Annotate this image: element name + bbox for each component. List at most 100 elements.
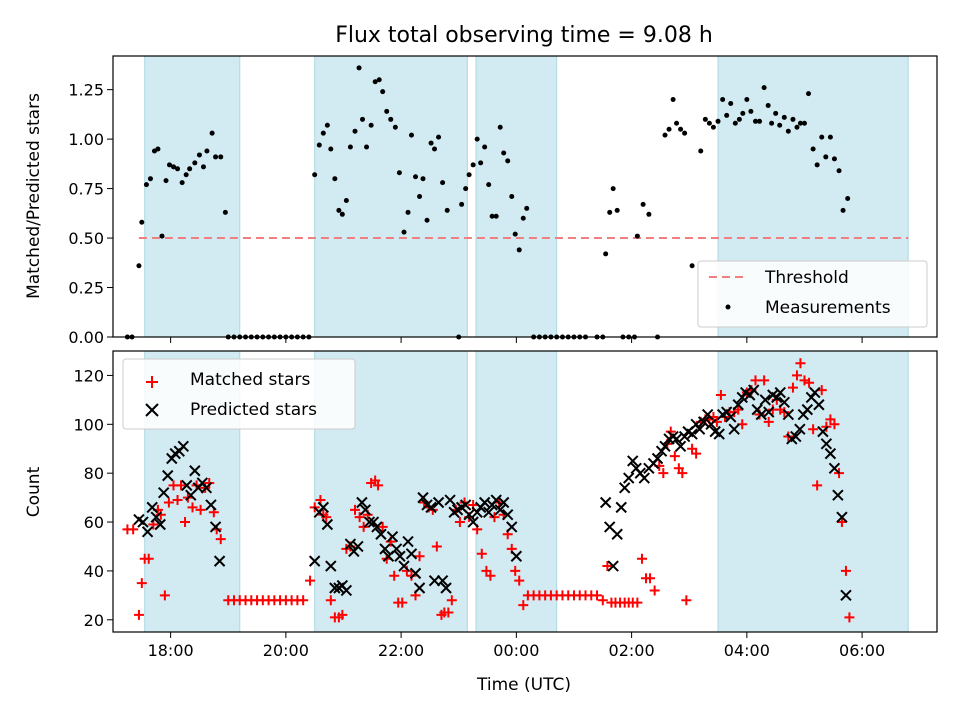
predicted-star-point bbox=[340, 584, 353, 597]
measurement-point bbox=[806, 91, 812, 97]
measurement-point bbox=[392, 124, 398, 130]
measurement-point bbox=[417, 194, 423, 199]
matched-star-point bbox=[763, 416, 774, 427]
predicted-star-point bbox=[693, 423, 706, 435]
matched-star-point bbox=[669, 451, 680, 462]
matched-star-point bbox=[514, 575, 525, 586]
measurement-point bbox=[179, 180, 185, 186]
measurement-point bbox=[682, 130, 688, 136]
measurement-point bbox=[797, 120, 803, 126]
top-shaded-interval bbox=[475, 55, 558, 338]
matched-star-point bbox=[691, 448, 702, 459]
matched-star-point bbox=[172, 495, 183, 506]
bottom-y-tick-label: 20 bbox=[84, 611, 104, 630]
matched-star-point bbox=[195, 504, 206, 515]
predicted-star-point bbox=[713, 428, 725, 440]
predicted-star-point bbox=[655, 445, 668, 457]
matched-star-point bbox=[804, 377, 815, 388]
predicted-star-point bbox=[371, 521, 383, 533]
predicted-star-point bbox=[690, 418, 702, 431]
legend-predicted-label: Predicted stars bbox=[190, 400, 317, 420]
measurement-point bbox=[376, 77, 382, 83]
matched-star-point bbox=[133, 609, 144, 620]
matched-star-point bbox=[518, 600, 529, 611]
measurement-point bbox=[736, 116, 742, 122]
measurement-point bbox=[204, 148, 210, 154]
bottom-x-tick-label: 00:00 bbox=[493, 641, 539, 660]
matched-star-point bbox=[143, 553, 154, 564]
matched-star-point bbox=[406, 570, 417, 581]
measurement-point bbox=[640, 201, 646, 207]
matched-star-point bbox=[337, 609, 348, 620]
predicted-star-point bbox=[778, 396, 791, 409]
measurement-point bbox=[781, 114, 787, 120]
measurement-point bbox=[489, 213, 495, 219]
matched-star-point bbox=[446, 595, 457, 606]
measurement-point bbox=[413, 174, 419, 180]
matched-star-point bbox=[636, 553, 647, 564]
predicted-star-point bbox=[308, 555, 321, 567]
measurement-point bbox=[646, 211, 652, 217]
measurement-point bbox=[380, 89, 386, 95]
measurement-point bbox=[698, 148, 704, 154]
predicted-star-point bbox=[478, 496, 491, 509]
bottom-y-tick-label: 60 bbox=[84, 513, 104, 532]
predicted-star-point bbox=[607, 560, 619, 572]
predicted-star-point bbox=[490, 494, 502, 506]
predicted-star-point bbox=[828, 462, 841, 474]
matched-star-point bbox=[750, 375, 761, 386]
predicted-star-point bbox=[725, 411, 737, 423]
measurement-point bbox=[840, 207, 846, 213]
predicted-star-point bbox=[790, 430, 802, 443]
predicted-star-point bbox=[497, 496, 510, 509]
predicted-star-point bbox=[463, 509, 475, 521]
predicted-star-point bbox=[425, 501, 437, 514]
matched-star-point bbox=[821, 421, 832, 432]
measurement-point bbox=[706, 120, 712, 126]
measurement-point bbox=[316, 142, 322, 148]
matched-star-point bbox=[414, 551, 425, 562]
predicted-star-point bbox=[832, 489, 844, 501]
measurement-point bbox=[356, 65, 362, 71]
bottom-x-tick-label: 04:00 bbox=[724, 641, 770, 660]
measurement-point bbox=[163, 178, 169, 184]
matched-star-point bbox=[677, 468, 688, 479]
predicted-star-point bbox=[356, 496, 368, 509]
matched-star-point bbox=[298, 595, 309, 606]
bottom-legend-box bbox=[122, 358, 356, 430]
matched-star-point bbox=[795, 358, 806, 369]
predicted-star-point bbox=[436, 574, 449, 587]
matched-star-point bbox=[645, 573, 656, 584]
measurement-point bbox=[710, 124, 716, 130]
predicted-star-point bbox=[801, 403, 814, 416]
matched-star-point bbox=[187, 502, 198, 513]
predicted-star-point bbox=[686, 428, 698, 440]
measurement-point bbox=[785, 128, 791, 134]
predicted-star-point bbox=[615, 501, 627, 514]
predicted-star-point bbox=[697, 416, 710, 428]
matched-star-point bbox=[681, 595, 692, 606]
bottom-x-tick-label: 22:00 bbox=[378, 641, 424, 660]
predicted-star-point bbox=[329, 582, 341, 594]
predicted-star-point bbox=[824, 447, 837, 460]
predicted-star-point bbox=[189, 465, 201, 477]
bottom-x-tick-label: 20:00 bbox=[263, 641, 309, 660]
predicted-star-point bbox=[209, 521, 222, 533]
measurement-point bbox=[486, 182, 492, 188]
measurement-point bbox=[159, 233, 165, 239]
predicted-star-point bbox=[432, 496, 445, 509]
measurement-point bbox=[836, 168, 842, 174]
matched-star-point bbox=[592, 590, 603, 601]
measurement-point bbox=[607, 209, 613, 215]
measurement-point bbox=[209, 130, 215, 136]
measurement-point bbox=[428, 140, 434, 146]
top-legend: Threshold Measurements bbox=[697, 260, 928, 328]
predicted-star-point bbox=[471, 506, 483, 518]
legend-threshold-label: Threshold bbox=[764, 268, 849, 288]
predicted-star-point bbox=[774, 386, 786, 399]
predicted-star-point bbox=[379, 543, 391, 555]
measurement-point bbox=[432, 146, 438, 152]
predicted-star-point bbox=[394, 550, 406, 562]
predicted-star-point bbox=[651, 452, 664, 465]
predicted-star-point bbox=[627, 455, 639, 467]
